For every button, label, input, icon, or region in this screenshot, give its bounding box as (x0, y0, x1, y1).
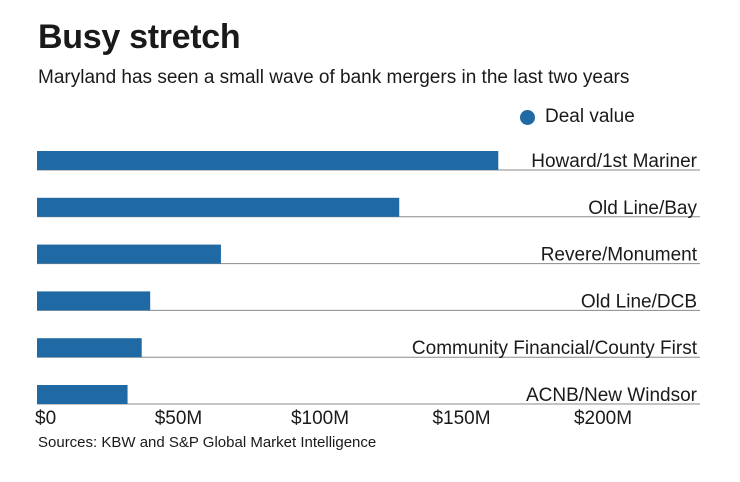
category-label: Revere/Monument (541, 245, 698, 266)
x-tick-label: $150M (432, 408, 490, 429)
legend: Deal value (520, 106, 635, 128)
x-tick-label: $0 (35, 408, 56, 429)
legend-label: Deal value (545, 106, 635, 127)
bar-4 (37, 291, 151, 311)
category-label: Community Financial/County First (412, 338, 698, 359)
x-tick-label: $50M (155, 408, 203, 429)
category-label: Old Line/Bay (588, 198, 697, 219)
source-note: Sources: KBW and S&P Global Market Intel… (38, 434, 377, 451)
category-label: Old Line/DCB (581, 291, 697, 312)
bar-1 (37, 151, 499, 170)
chart-subtitle: Maryland has seen a small wave of bank m… (38, 67, 630, 88)
category-label: ACNB/New Windsor (526, 385, 698, 406)
bar-5 (37, 338, 142, 358)
bar-3 (37, 244, 221, 264)
x-tick-label: $200M (574, 408, 632, 429)
bar-6 (37, 385, 128, 404)
legend-marker (520, 109, 535, 125)
category-label: Howard/1st Mariner (531, 151, 697, 172)
chart-title: Busy stretch (38, 18, 241, 56)
x-tick-label: $100M (291, 408, 349, 429)
bar-2 (37, 197, 400, 217)
